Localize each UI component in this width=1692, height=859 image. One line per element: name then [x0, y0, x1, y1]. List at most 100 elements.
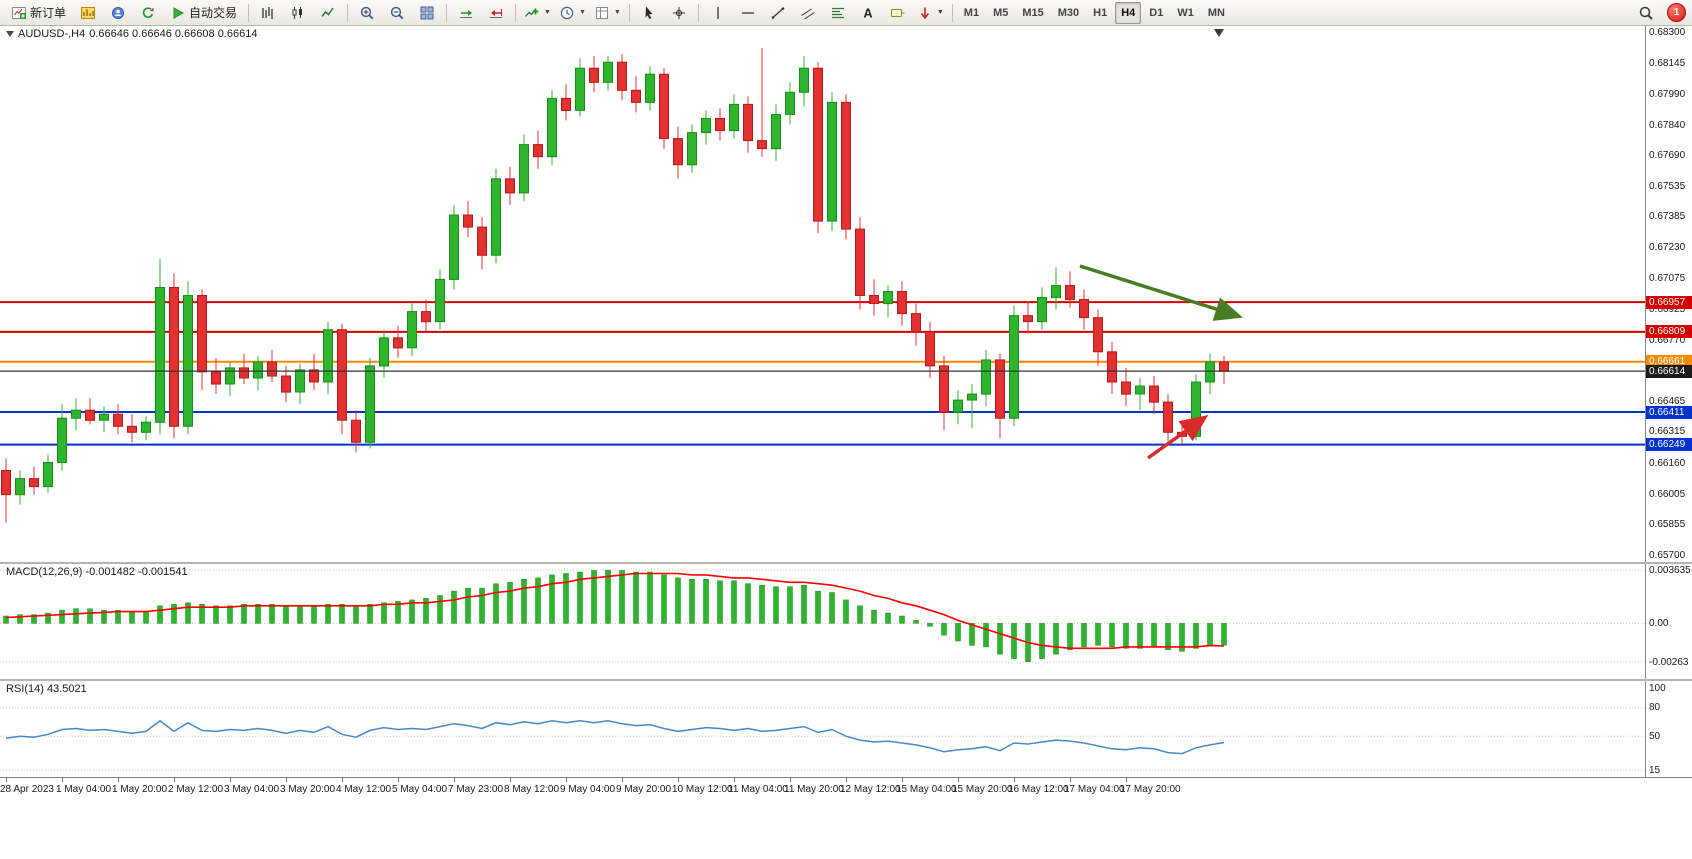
dropdown-caret-icon: ▼	[613, 9, 621, 16]
rsi-axis: 100 80 50 15	[1645, 681, 1692, 777]
candle-body	[309, 369, 319, 383]
macd-bar	[773, 586, 779, 624]
dropdown-caret-icon: ▼	[544, 9, 551, 16]
candle-body	[421, 311, 431, 323]
time-axis[interactable]: 28 Apr 2023 1 May 04:00 1 May 20:00 2 May 1…	[0, 777, 1692, 800]
tile-windows-button[interactable]	[412, 1, 442, 25]
new-order-button[interactable]: 新订单	[4, 1, 73, 25]
price-axis-label: 0.67990	[1649, 89, 1686, 101]
candle-body	[99, 413, 109, 421]
macd-bar	[185, 602, 191, 624]
candle-body	[589, 67, 599, 83]
timeframe-d1-button[interactable]: D1	[1149, 6, 1164, 19]
refresh-button[interactable]	[133, 1, 163, 25]
channel-button[interactable]	[793, 1, 823, 25]
macd-bar	[451, 590, 457, 624]
macd-bar	[941, 623, 947, 636]
ohlc-values: 0.66646 0.66646 0.66608 0.66614	[89, 28, 258, 40]
macd-chart[interactable]	[0, 564, 1645, 679]
time-tick	[174, 778, 175, 782]
timeframe-m1-button[interactable]: M1	[963, 6, 980, 19]
zoom-out-button[interactable]	[382, 1, 412, 25]
horizontal-line-button[interactable]	[733, 1, 763, 25]
macd-bar	[297, 605, 303, 624]
new-chart-button[interactable]	[73, 1, 103, 25]
level-price-tag: 0.66614	[1646, 364, 1692, 378]
time-tick	[342, 778, 343, 782]
chart-shift-button[interactable]	[481, 1, 511, 25]
chart-bars-button[interactable]	[253, 1, 283, 25]
zoom-in-button[interactable]	[352, 1, 382, 25]
indicators-button[interactable]: ▼	[520, 1, 555, 25]
rsi-title: RSI(14) 43.5021	[6, 683, 87, 695]
trendline-button[interactable]	[763, 1, 793, 25]
rsi-pane[interactable]: RSI(14) 43.5021	[0, 681, 1645, 777]
signal-arrow-up[interactable]	[1146, 414, 1209, 460]
timeframe-m15-button[interactable]: M15	[1022, 6, 1044, 19]
text-label-button[interactable]	[883, 1, 913, 25]
rsi-chart[interactable]	[0, 681, 1645, 777]
timeframe-mn-button[interactable]: MN	[1207, 6, 1225, 19]
time-tick	[566, 778, 567, 782]
profiles-button[interactable]	[103, 1, 133, 25]
macd-bar	[675, 577, 681, 624]
candle-body	[743, 103, 753, 142]
main-chart-pane[interactable]: AUDUSD-,H4 0.66646 0.66646 0.66608 0.666…	[0, 26, 1645, 562]
timeframe-m30-button[interactable]: M30	[1057, 6, 1080, 19]
auto-scroll-button[interactable]	[451, 1, 481, 25]
templates-button[interactable]: ▼	[590, 1, 625, 25]
pane-separator[interactable]	[0, 562, 1692, 564]
time-axis-label: 1 May 20:00	[112, 784, 168, 795]
macd-bar	[955, 623, 961, 642]
level-price-tag: 0.66249	[1646, 438, 1692, 452]
candle-body	[547, 97, 557, 158]
template-icon	[595, 6, 608, 19]
text-button[interactable]: A	[853, 1, 883, 25]
crosshair-button[interactable]	[664, 1, 694, 25]
collapse-triangle-icon[interactable]	[6, 31, 14, 37]
fibonacci-button[interactable]	[823, 1, 853, 25]
pane-separator[interactable]	[0, 679, 1692, 681]
chart-candles-button[interactable]	[283, 1, 313, 25]
macd-bar	[535, 577, 541, 624]
vline-icon	[717, 6, 719, 19]
price-axis-label: 0.65700	[1649, 550, 1686, 561]
macd-bar	[87, 608, 93, 624]
search-button[interactable]	[1631, 1, 1661, 25]
candle-body	[771, 114, 781, 150]
periods-button[interactable]: ▼	[555, 1, 590, 25]
macd-bar	[899, 615, 905, 624]
candle-body	[897, 291, 907, 315]
macd-axis-label: 0.003635	[1649, 565, 1691, 576]
trend-arrow-down[interactable]	[1079, 264, 1244, 321]
macd-bar	[843, 599, 849, 624]
candlestick-chart[interactable]	[0, 26, 1645, 562]
chart-shift-marker[interactable]	[1214, 29, 1224, 37]
candle-body	[393, 337, 403, 349]
time-axis-label: 3 May 04:00	[224, 784, 280, 795]
vertical-line-button[interactable]	[703, 1, 733, 25]
notification-badge[interactable]: 1	[1667, 3, 1686, 22]
candle-body	[351, 419, 361, 443]
macd-bar	[521, 579, 527, 624]
time-tick	[62, 778, 63, 782]
chart-line-button[interactable]	[313, 1, 343, 25]
rsi-line	[5, 719, 1225, 755]
new-order-icon	[12, 6, 26, 19]
price-axis-label: 0.66315	[1649, 426, 1686, 438]
timeframe-h4-button[interactable]: H4	[1115, 1, 1142, 24]
price-axis-label: 0.65855	[1649, 518, 1686, 530]
cursor-button[interactable]	[634, 1, 664, 25]
autotrading-button[interactable]: 自动交易	[163, 1, 244, 25]
arrows-button[interactable]: ▼	[913, 1, 948, 25]
candle-body	[43, 462, 53, 488]
macd-pane[interactable]: MACD(12,26,9) -0.001482 -0.001541	[0, 564, 1645, 679]
candle-body	[267, 361, 277, 377]
price-axis[interactable]: 0.68300 0.68145 0.67990 0.67840 0.67690 0.675…	[1645, 26, 1692, 562]
timeframe-m5-button[interactable]: M5	[993, 6, 1009, 19]
timeframe-w1-button[interactable]: W1	[1177, 6, 1194, 19]
price-axis-label: 0.67840	[1649, 119, 1686, 131]
refresh-icon	[142, 6, 154, 18]
timeframe-h1-button[interactable]: H1	[1093, 6, 1108, 19]
